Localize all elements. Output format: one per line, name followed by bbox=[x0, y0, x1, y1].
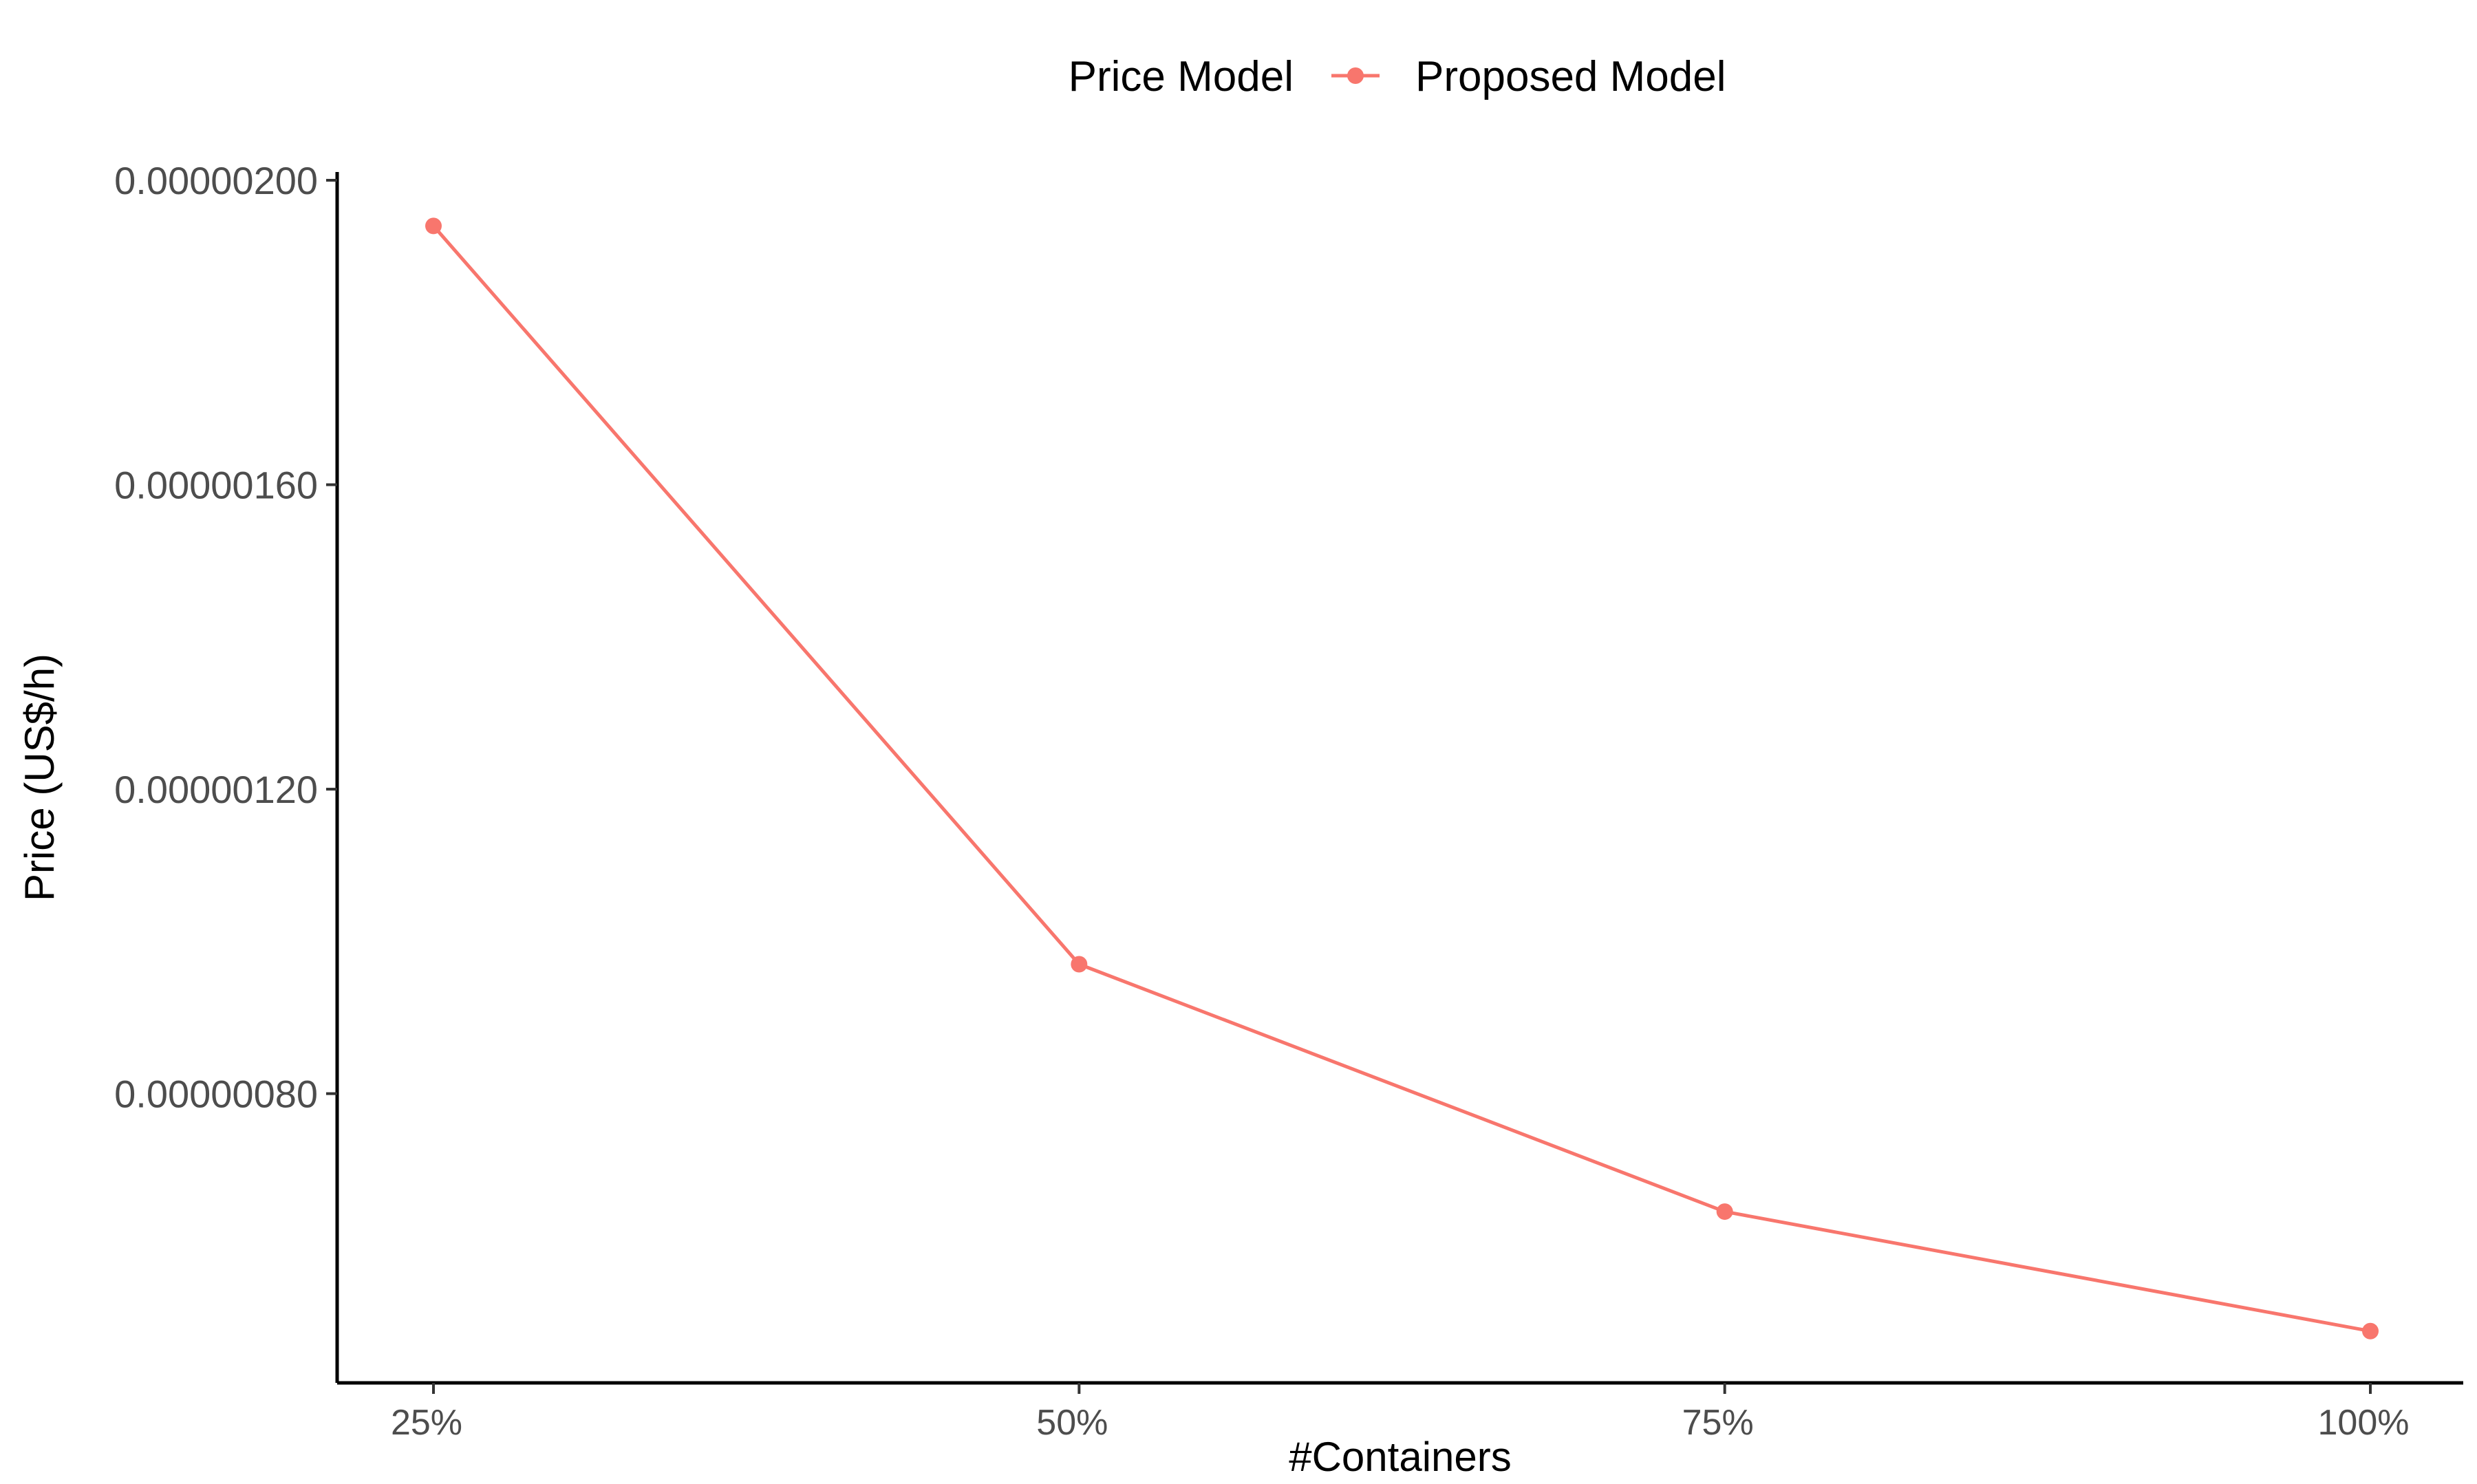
series-layer bbox=[425, 217, 2379, 1340]
x-tick-label: 75% bbox=[1682, 1403, 1754, 1443]
legend-title: Price Model bbox=[1069, 53, 1294, 100]
x-tick-label: 50% bbox=[1036, 1403, 1108, 1443]
y-axis-ticks: 0.00000080 0.00000120 0.00000160 0.00000200 bbox=[114, 159, 337, 1116]
legend-key-point bbox=[1347, 67, 1364, 84]
series-line bbox=[432, 224, 2371, 1333]
data-point bbox=[1071, 956, 1088, 973]
legend: Price Model Proposed Model bbox=[1069, 53, 1726, 100]
y-tick-label: 0.00000080 bbox=[114, 1073, 318, 1116]
legend-items: Proposed Model bbox=[1331, 53, 1726, 100]
x-tick-label: 100% bbox=[2318, 1403, 2410, 1443]
x-axis-ticks: 25% 50% 75% 100% bbox=[391, 1383, 2410, 1443]
x-axis-title: #Containers bbox=[1289, 1434, 1512, 1480]
legend-label: Proposed Model bbox=[1415, 53, 1726, 100]
data-point bbox=[425, 217, 442, 235]
data-point bbox=[1716, 1203, 1733, 1220]
y-tick-label: 0.00000120 bbox=[114, 768, 318, 811]
x-tick-label: 25% bbox=[391, 1403, 462, 1443]
y-tick-label: 0.00000200 bbox=[114, 159, 318, 202]
y-tick-label: 0.00000160 bbox=[114, 464, 318, 507]
y-axis-title: Price (US$/h) bbox=[17, 654, 63, 901]
data-point bbox=[2362, 1322, 2379, 1340]
